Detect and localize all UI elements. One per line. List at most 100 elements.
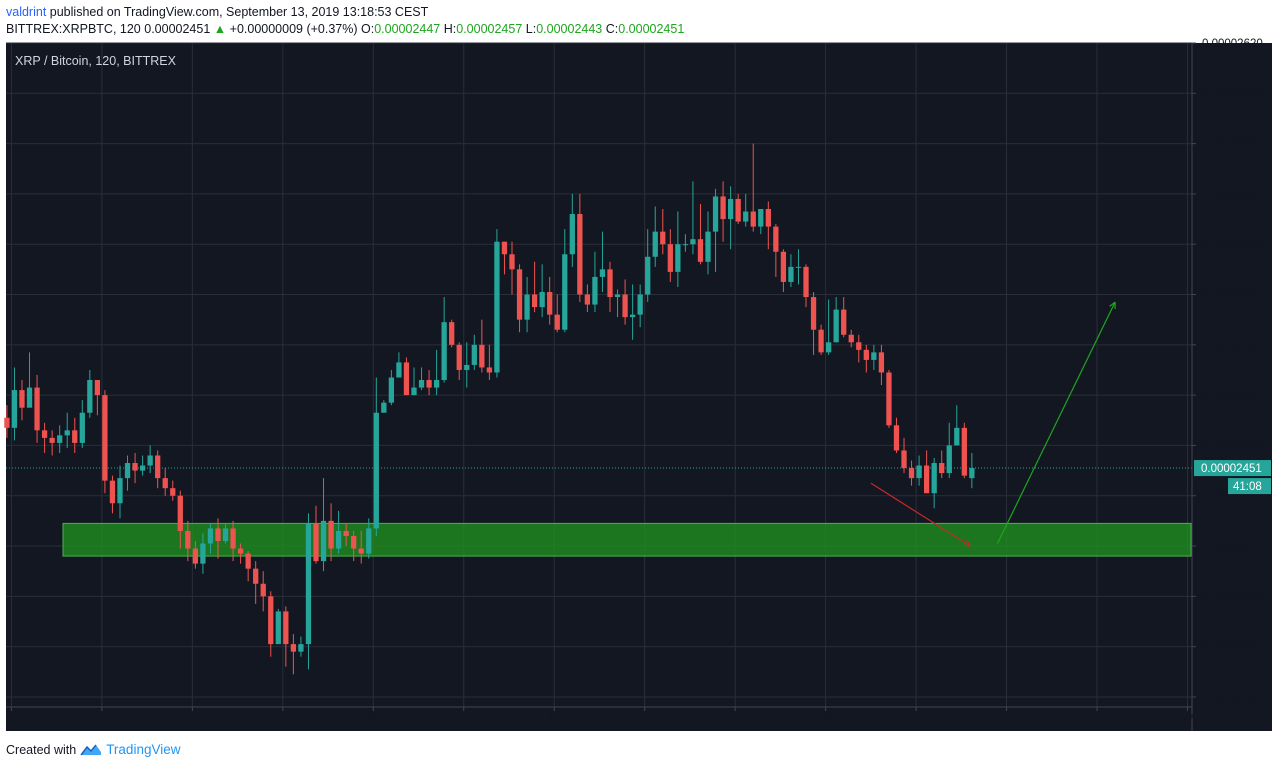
candle-bull bbox=[381, 402, 387, 413]
candle-bear bbox=[856, 342, 862, 350]
chart-grid bbox=[6, 42, 1192, 707]
close-value: 0.00002451 bbox=[618, 22, 685, 36]
candle-bull bbox=[471, 344, 477, 365]
y-tick-label: 0.00002620 bbox=[1202, 38, 1263, 50]
candle-bull bbox=[675, 244, 681, 272]
candle-bull bbox=[275, 611, 281, 645]
candle-bear bbox=[94, 380, 101, 396]
candle-bear bbox=[253, 568, 259, 584]
candle-bear bbox=[109, 480, 116, 504]
x-tick-label: 16 bbox=[1091, 714, 1104, 726]
low-value: 0.00002443 bbox=[536, 22, 603, 36]
candle-bear bbox=[516, 269, 523, 320]
candle-bull bbox=[931, 463, 937, 494]
x-tick-label: 12 bbox=[729, 714, 742, 726]
candle-bear bbox=[192, 548, 199, 564]
y-tick-label: 0.00002420 bbox=[1202, 541, 1263, 553]
candle-bear bbox=[803, 266, 809, 298]
candle-bear bbox=[479, 344, 485, 368]
candle-bull bbox=[147, 455, 153, 466]
candle-bull bbox=[705, 231, 711, 262]
y-tick-label: 0.00002480 bbox=[1202, 390, 1263, 402]
y-tick-label: 0.00002500 bbox=[1202, 340, 1263, 352]
price-axis[interactable]: 0.00002620 0.00002600 0.00002580 0.00002560… bbox=[1192, 38, 1263, 704]
tradingview-brand-link[interactable]: TradingView bbox=[106, 742, 181, 757]
candle-bull bbox=[916, 465, 922, 479]
candle-bear bbox=[584, 294, 591, 305]
candle-bear bbox=[554, 314, 560, 330]
x-tick-label: 14 bbox=[910, 714, 923, 726]
candle-bull bbox=[871, 352, 877, 360]
candle-bear bbox=[72, 430, 78, 443]
candle-bear bbox=[607, 269, 613, 298]
candle-bull bbox=[139, 465, 146, 471]
candle-bear bbox=[49, 437, 55, 443]
symbol-label: BITTREX:XRPBTC, 120 bbox=[6, 22, 141, 36]
candle-bear bbox=[841, 309, 847, 335]
candle-bear bbox=[660, 231, 666, 245]
drawings-layer bbox=[870, 301, 1116, 547]
time-axis[interactable]: 4 5 6 7 8 9 10 11 12 13 14 15 16 17 bbox=[8, 707, 1194, 726]
y-tick-label: 0.00002600 bbox=[1202, 88, 1263, 100]
last-price: 0.00002451 bbox=[144, 22, 211, 36]
candle-bull bbox=[727, 198, 734, 220]
x-tick-label: 6 bbox=[189, 714, 195, 726]
candle-bull bbox=[79, 412, 85, 443]
chart-background bbox=[6, 43, 1272, 731]
candle-bear bbox=[818, 329, 824, 353]
open-value: 0.00002447 bbox=[374, 22, 441, 36]
x-tick-label: 17 bbox=[1181, 714, 1194, 726]
candle-bear bbox=[501, 241, 508, 255]
candle-bear bbox=[622, 294, 628, 318]
candle-bear bbox=[215, 528, 221, 541]
candle-bear bbox=[773, 226, 779, 252]
y-tick-label: 0.00002560 bbox=[1202, 189, 1263, 201]
candle-bear bbox=[185, 530, 191, 549]
candle-bear bbox=[4, 417, 10, 428]
support-zone-rect bbox=[62, 522, 1192, 557]
down-arrow-line bbox=[870, 482, 971, 547]
candle-bear bbox=[290, 644, 297, 652]
candle-bear bbox=[720, 196, 726, 220]
low-label: L: bbox=[525, 22, 537, 36]
candle-bear bbox=[886, 372, 892, 426]
published-text: published on TradingView.com, September … bbox=[49, 5, 429, 19]
candle-bull bbox=[637, 294, 643, 315]
candle-bull bbox=[11, 390, 18, 428]
author-link[interactable]: valdrint bbox=[6, 5, 47, 19]
candle-bear bbox=[961, 427, 967, 476]
candle-bear bbox=[486, 367, 493, 373]
candle-bull bbox=[222, 528, 229, 541]
y-tick-label: 0.00002460 bbox=[1202, 440, 1263, 452]
candle-bull bbox=[494, 241, 500, 373]
candle-bull bbox=[652, 231, 658, 257]
candle-bull bbox=[298, 644, 304, 652]
candle-bear bbox=[893, 425, 900, 451]
candle-bull bbox=[26, 387, 33, 408]
candle-bear bbox=[343, 530, 349, 536]
x-tick-label: 4 bbox=[8, 714, 15, 726]
candle-bear bbox=[260, 583, 266, 597]
last-price-badge-text: 0.00002451 bbox=[1201, 463, 1262, 475]
candle-bear bbox=[456, 344, 462, 370]
candle-bull bbox=[562, 254, 568, 330]
candle-bear bbox=[878, 352, 885, 373]
candle-bear bbox=[810, 297, 817, 330]
open-label: O: bbox=[361, 22, 375, 36]
candle-bull bbox=[758, 209, 764, 227]
tradingview-logo-icon bbox=[80, 744, 102, 755]
y-tick-label: 0.00002360 bbox=[1202, 692, 1263, 704]
candle-bull bbox=[825, 342, 832, 353]
y-tick-label: 0.00002520 bbox=[1202, 290, 1263, 302]
candle-bear bbox=[780, 251, 787, 282]
candle-bear bbox=[735, 198, 741, 222]
candle-bull bbox=[207, 528, 214, 544]
candle-bull bbox=[418, 380, 425, 388]
candle-bear bbox=[358, 548, 364, 554]
candle-bear bbox=[230, 528, 236, 549]
candle-bear bbox=[901, 450, 907, 469]
candle-bull bbox=[599, 269, 606, 277]
candle-bear bbox=[162, 478, 168, 489]
candle-bull bbox=[614, 294, 621, 298]
